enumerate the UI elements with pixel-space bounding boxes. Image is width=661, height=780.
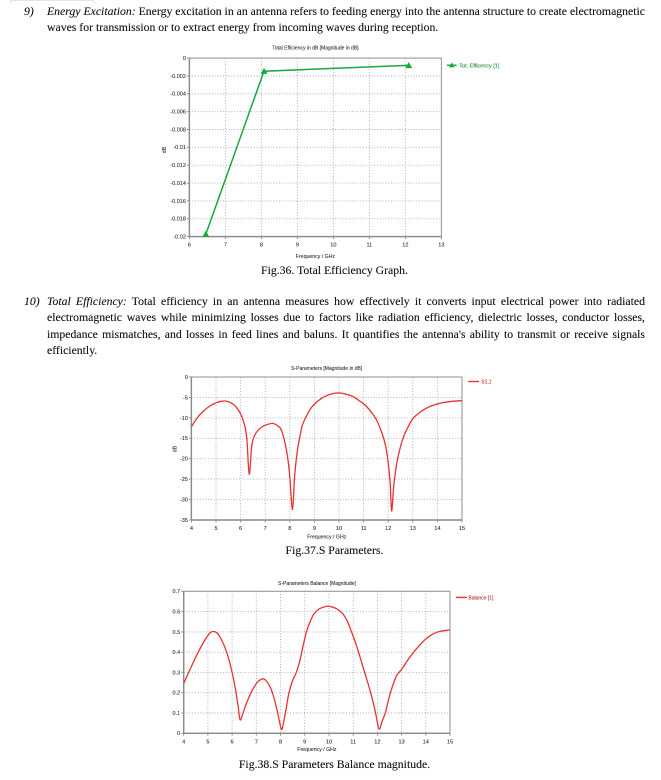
svg-text:Frequency / GHz: Frequency / GHz [297,747,337,753]
svg-text:0.5: 0.5 [173,630,181,636]
svg-text:-0.018: -0.018 [170,217,186,223]
svg-text:Total Efficiency in dB [Magnit: Total Efficiency in dB [Magnitude in dB] [272,46,359,52]
svg-text:11: 11 [361,526,367,532]
svg-text:-35: -35 [180,518,188,524]
svg-text:8: 8 [288,526,291,532]
svg-text:Balance [1]: Balance [1] [468,595,494,601]
svg-text:13: 13 [398,739,404,745]
svg-text:0: 0 [185,375,188,381]
svg-text:14: 14 [423,739,429,745]
svg-text:-0.006: -0.006 [170,110,186,116]
svg-text:13: 13 [410,526,416,532]
svg-text:12: 12 [385,526,391,532]
svg-text:0.4: 0.4 [173,650,181,656]
svg-text:7: 7 [255,739,258,745]
svg-text:0: 0 [183,56,186,62]
svg-text:-0.004: -0.004 [170,92,186,98]
svg-text:S1,1: S1,1 [481,380,492,386]
svg-text:dB: dB [173,445,179,452]
svg-text:0.6: 0.6 [173,610,181,616]
svg-text:15: 15 [447,739,453,745]
svg-text:6: 6 [188,243,191,249]
svg-text:Frequency / GHz: Frequency / GHz [296,254,336,260]
svg-text:0.1: 0.1 [173,711,181,717]
svg-text:-10: -10 [180,416,188,422]
svg-text:-0.002: -0.002 [170,74,186,80]
svg-text:11: 11 [350,739,356,745]
svg-text:8: 8 [279,739,282,745]
svg-text:-5: -5 [183,395,188,401]
svg-text:0.7: 0.7 [173,589,181,595]
svg-text:Frequency / GHz: Frequency / GHz [307,535,347,541]
svg-text:4: 4 [182,739,185,745]
svg-text:12: 12 [374,739,380,745]
svg-text:5: 5 [206,739,209,745]
svg-text:6: 6 [239,526,242,532]
svg-text:-20: -20 [180,457,188,463]
svg-text:9: 9 [303,739,306,745]
svg-text:-0.01: -0.01 [173,145,186,151]
svg-text:15: 15 [459,526,465,532]
svg-text:7: 7 [224,243,227,249]
svg-text:0: 0 [177,731,180,737]
svg-text:-25: -25 [180,477,188,483]
svg-text:-0.014: -0.014 [170,181,186,187]
svg-text:9: 9 [313,526,316,532]
svg-text:S-Parameters [Magnitude in dB]: S-Parameters [Magnitude in dB] [291,366,363,372]
svg-text:6: 6 [231,739,234,745]
svg-text:0.3: 0.3 [173,670,181,676]
svg-text:0.2: 0.2 [173,691,181,697]
svg-text:S-Parameters Balance [Magnitud: S-Parameters Balance [Magnitude] [278,581,356,587]
svg-text:10: 10 [330,243,336,249]
svg-text:-30: -30 [180,498,188,504]
svg-text:7: 7 [264,526,267,532]
svg-text:-0.012: -0.012 [170,163,186,169]
svg-text:13: 13 [438,243,444,249]
svg-text:14: 14 [434,526,440,532]
svg-text:11: 11 [366,243,372,249]
svg-text:-0.016: -0.016 [170,199,186,205]
svg-text:12: 12 [402,243,408,249]
svg-text:8: 8 [260,243,263,249]
svg-text:9: 9 [296,243,299,249]
svg-text:dB: dB [162,146,168,153]
svg-text:-0.02: -0.02 [173,235,186,241]
svg-text:4: 4 [190,526,193,532]
svg-text:5: 5 [214,526,217,532]
svg-text:Tot. Efficency [1]: Tot. Efficency [1] [459,63,500,69]
svg-text:10: 10 [326,739,332,745]
svg-text:-0.008: -0.008 [170,127,186,133]
svg-text:10: 10 [336,526,342,532]
svg-text:-15: -15 [180,436,188,442]
